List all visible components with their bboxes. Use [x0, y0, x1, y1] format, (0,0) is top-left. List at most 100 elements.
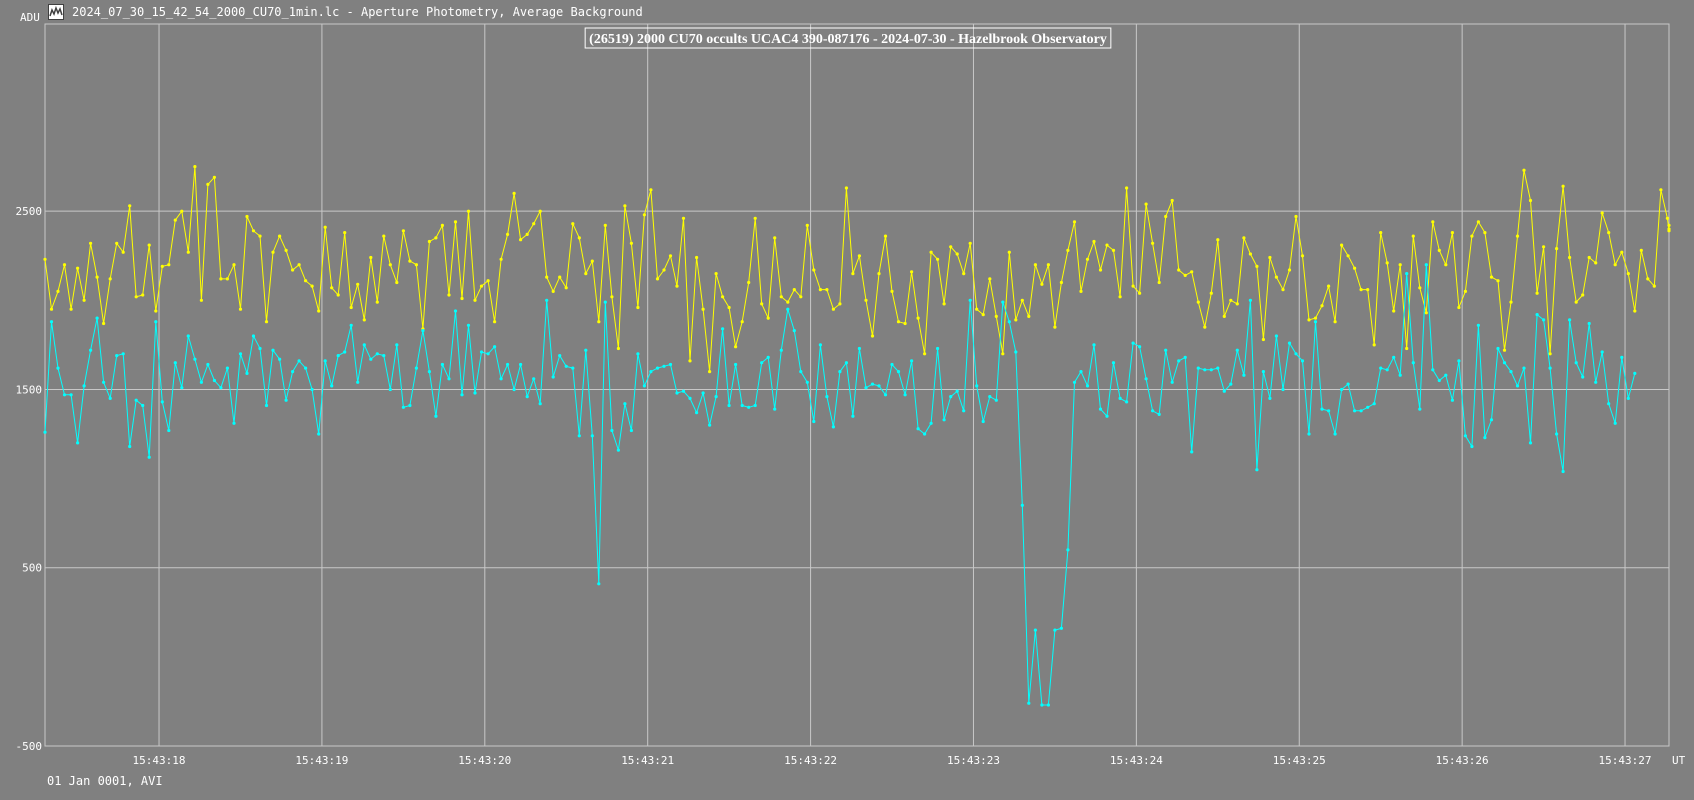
- data-point: [375, 352, 379, 356]
- data-point: [851, 272, 855, 276]
- data-point: [1222, 389, 1226, 393]
- data-point: [1444, 263, 1448, 267]
- data-point: [805, 380, 809, 384]
- data-point: [1574, 300, 1578, 304]
- series-2: [43, 263, 1637, 707]
- data-point: [1313, 320, 1318, 324]
- data-point: [43, 257, 47, 261]
- data-point: [1548, 352, 1552, 356]
- data-point: [929, 421, 933, 425]
- x-tick-label: 15:43:23: [947, 754, 1000, 767]
- data-point: [95, 275, 99, 279]
- data-point: [49, 307, 54, 311]
- data-point: [1177, 359, 1181, 363]
- data-point: [134, 295, 138, 299]
- data-point: [545, 298, 549, 302]
- data-point: [1496, 346, 1500, 351]
- data-point: [1613, 421, 1617, 425]
- data-point: [597, 320, 601, 324]
- lightcurve-app-icon[interactable]: [48, 4, 64, 20]
- data-point: [89, 348, 93, 352]
- data-point: [655, 277, 660, 281]
- data-point: [304, 366, 308, 370]
- data-point: [1476, 323, 1480, 327]
- data-point: [1470, 444, 1474, 449]
- data-point: [356, 282, 360, 286]
- data-point: [818, 343, 823, 347]
- data-point: [1633, 309, 1637, 313]
- data-point: [1196, 366, 1200, 370]
- data-point: [1203, 325, 1207, 329]
- data-point: [49, 320, 54, 324]
- data-point: [1437, 378, 1441, 383]
- data-point: [1502, 361, 1507, 365]
- data-point: [1072, 380, 1077, 384]
- x-tick-label: 15:43:21: [621, 754, 674, 767]
- data-point: [623, 204, 627, 208]
- data-point: [1242, 373, 1246, 377]
- data-point: [838, 370, 842, 374]
- data-point: [1157, 280, 1161, 285]
- data-point: [864, 386, 868, 390]
- data-point: [349, 323, 353, 327]
- data-point: [1659, 188, 1663, 192]
- data-point: [382, 354, 386, 358]
- data-point: [297, 263, 301, 267]
- data-point: [1327, 284, 1331, 288]
- data-point: [440, 362, 444, 367]
- data-point: [121, 250, 125, 254]
- data-point: [962, 272, 966, 276]
- series-line: [44, 166, 1670, 372]
- data-point: [590, 434, 594, 438]
- data-point: [1652, 284, 1656, 288]
- data-point: [1027, 701, 1031, 705]
- data-point: [1098, 407, 1103, 411]
- data-point: [343, 350, 347, 354]
- data-point: [1281, 288, 1285, 292]
- data-point: [258, 346, 262, 351]
- data-point: [310, 387, 314, 392]
- data-point: [1385, 261, 1389, 265]
- data-point: [831, 425, 836, 429]
- data-point: [903, 393, 907, 397]
- data-point: [1405, 346, 1409, 351]
- data-point: [916, 427, 920, 431]
- x-tick-label: 15:43:22: [784, 754, 837, 767]
- data-point: [238, 352, 243, 356]
- data-point: [466, 209, 471, 213]
- data-point: [453, 309, 458, 313]
- data-point: [1190, 450, 1194, 454]
- data-point: [323, 225, 327, 229]
- data-point: [519, 362, 523, 367]
- data-point: [1470, 234, 1474, 238]
- series-layer: [43, 165, 1671, 707]
- data-point: [1255, 468, 1259, 472]
- data-point: [1528, 198, 1533, 203]
- data-point: [727, 305, 731, 310]
- data-point: [734, 362, 738, 367]
- data-point: [988, 277, 992, 281]
- data-point: [734, 345, 738, 349]
- data-point: [1594, 261, 1598, 265]
- data-point: [747, 280, 751, 285]
- data-point: [1411, 361, 1415, 365]
- data-point: [479, 284, 484, 288]
- data-point: [883, 234, 888, 238]
- grid-lines: [45, 24, 1669, 747]
- x-tick-label: 15:43:19: [295, 754, 348, 767]
- data-point: [1131, 341, 1135, 345]
- data-point: [1079, 370, 1083, 374]
- data-point: [1379, 231, 1383, 235]
- data-point: [655, 366, 660, 370]
- series-1: [43, 165, 1671, 374]
- data-point: [603, 300, 607, 304]
- data-point: [929, 250, 933, 254]
- data-point: [1587, 321, 1591, 326]
- data-point: [408, 403, 412, 408]
- data-point: [414, 263, 418, 267]
- data-point: [1053, 325, 1057, 329]
- data-point: [1151, 409, 1155, 413]
- data-point: [486, 352, 490, 356]
- data-point: [1229, 298, 1233, 302]
